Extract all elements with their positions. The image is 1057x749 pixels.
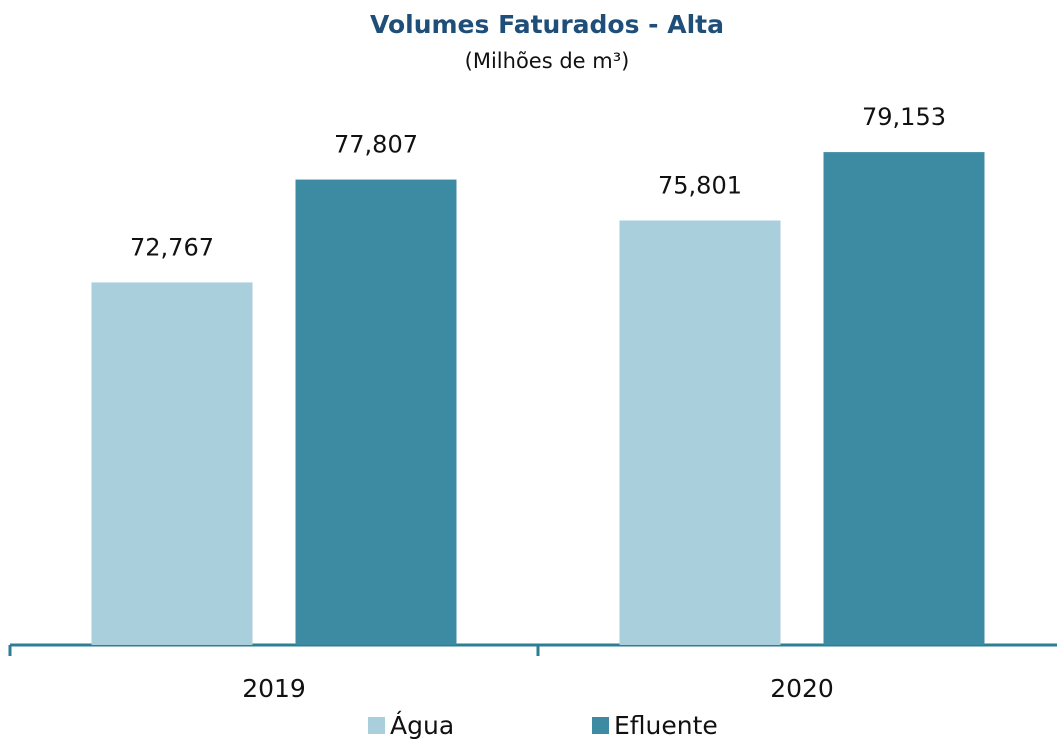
data-label: 77,807 <box>334 131 418 159</box>
bar <box>823 152 985 645</box>
legend-label: Água <box>390 711 454 740</box>
x-tick-label: 2020 <box>770 674 834 703</box>
chart-subtitle: (Milhões de m³) <box>465 49 630 73</box>
bar <box>295 179 457 646</box>
legend-swatch <box>592 717 609 734</box>
legend-swatch <box>368 717 385 734</box>
data-label: 79,153 <box>862 103 946 131</box>
data-label: 75,801 <box>658 172 742 200</box>
x-tick-label: 2019 <box>242 674 306 703</box>
bar <box>619 220 781 645</box>
chart-title: Volumes Faturados - Alta <box>370 10 724 39</box>
data-label: 72,767 <box>130 233 214 261</box>
bar <box>91 282 253 645</box>
legend-label: Efluente <box>614 711 718 740</box>
